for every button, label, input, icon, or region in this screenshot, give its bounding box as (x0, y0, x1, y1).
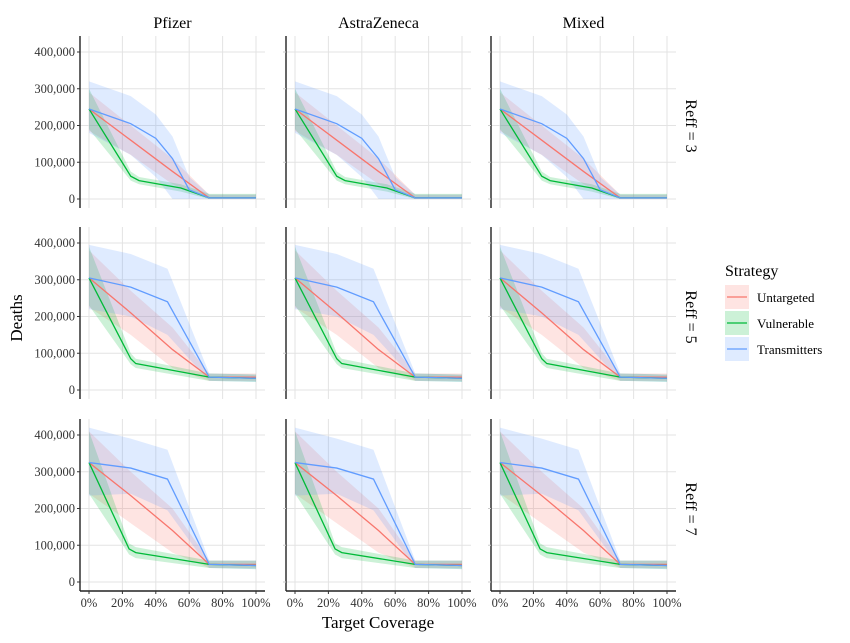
y-tick-label: 400,000 (34, 45, 75, 59)
y-tick-label: 100,000 (34, 155, 75, 169)
panel-background (286, 419, 471, 591)
y-tick-label: 200,000 (34, 502, 75, 516)
series-line-transmitters (88, 461, 257, 567)
confidence-band-transmitters (295, 427, 462, 570)
x-tick-label: 80% (622, 596, 645, 610)
confidence-band-transmitters (295, 244, 462, 382)
confidence-band-untargeted (295, 92, 462, 199)
x-tick-label: 20% (522, 596, 545, 610)
legend: Strategy Untargeted Vulnerable Transmitter… (725, 263, 822, 361)
x-tick-label: 20% (317, 596, 340, 610)
panel-pfizer-1: 0 100,000 200,000 300,000 400,000 (34, 36, 265, 208)
confidence-band-untargeted (295, 250, 462, 381)
confidence-band-transmitters (500, 81, 667, 199)
y-tick-label: 300,000 (34, 82, 75, 96)
panel-astrazeneca-3: 0% 20% 40% 60% 80% 100% (283, 419, 477, 610)
panel-mixed-2 (488, 227, 676, 399)
x-tick-label: 100% (241, 596, 270, 610)
y-tick-label: 0 (69, 383, 75, 397)
x-tick-label: 0% (81, 596, 98, 610)
confidence-band-untargeted (89, 431, 256, 569)
x-tick-label: 100% (652, 596, 681, 610)
confidence-band-transmitters (295, 81, 462, 199)
x-tick-label: 0% (492, 596, 509, 610)
confidence-band-untargeted (89, 250, 256, 381)
panel-pfizer-2: 0 100,000 200,000 300,000 400,000 (34, 227, 265, 399)
confidence-band-vulnerable (89, 88, 256, 199)
confidence-band-transmitters (89, 244, 256, 382)
x-tick-label: 60% (384, 596, 407, 610)
series-line-transmitters (499, 108, 667, 199)
legend-label: Vulnerable (757, 316, 814, 331)
y-tick-label: 300,000 (34, 273, 75, 287)
x-tick-label: 100% (447, 596, 476, 610)
y-tick-label: 300,000 (34, 465, 75, 479)
series-line-transmitters (88, 108, 256, 199)
series-line-transmitters (499, 277, 668, 379)
x-tick-label: 40% (555, 596, 578, 610)
y-axis-title: Deaths (7, 294, 26, 341)
confidence-band-untargeted (500, 92, 667, 199)
y-tick-label: 200,000 (34, 119, 75, 133)
series-line-transmitters (294, 277, 463, 379)
confidence-band-untargeted (89, 92, 256, 199)
x-tick-label: 60% (589, 596, 612, 610)
panel-pfizer-3: 0 100,000 200,000 300,000 400,000 0% 20% 40% 60%… (34, 419, 271, 610)
x-tick-label: 80% (417, 596, 440, 610)
confidence-band-untargeted (295, 431, 462, 569)
y-tick-label: 400,000 (34, 428, 75, 442)
row-strip-label: Reff = 5 (682, 290, 699, 343)
panel-astrazeneca-1 (283, 36, 471, 208)
y-tick-label: 200,000 (34, 310, 75, 324)
panel-background (80, 36, 265, 208)
panel-background (491, 36, 676, 208)
y-tick-label: 100,000 (34, 346, 75, 360)
x-tick-label: 40% (350, 596, 373, 610)
x-axis-title: Target Coverage (322, 613, 434, 632)
x-tick-label: 20% (111, 596, 134, 610)
y-tick-label: 400,000 (34, 236, 75, 250)
confidence-band-vulnerable (295, 88, 462, 199)
x-tick-label: 0% (287, 596, 304, 610)
column-strip-label: AstraZeneca (338, 15, 419, 32)
row-strip-label: Reff = 7 (682, 482, 699, 535)
panel-mixed-3: 0% 20% 40% 60% 80% 100% (488, 419, 682, 610)
x-tick-label: 60% (178, 596, 201, 610)
column-strip-label: Pfizer (153, 15, 192, 32)
y-tick-label: 100,000 (34, 538, 75, 552)
legend-label: Untargeted (757, 290, 815, 305)
row-strip-label: Reff = 3 (682, 99, 699, 152)
series-line-transmitters (294, 108, 462, 199)
confidence-band-transmitters (500, 244, 667, 382)
confidence-band-vulnerable (500, 88, 667, 199)
confidence-band-transmitters (89, 427, 256, 570)
series-line-transmitters (88, 277, 257, 379)
x-tick-label: 40% (144, 596, 167, 610)
confidence-band-transmitters (500, 427, 667, 570)
panel-background (80, 419, 265, 591)
series-line-transmitters (499, 461, 668, 567)
confidence-band-untargeted (500, 250, 667, 381)
legend-label: Transmitters (757, 342, 822, 357)
y-tick-label: 0 (69, 575, 75, 589)
series-line-transmitters (294, 461, 463, 567)
y-tick-label: 0 (69, 192, 75, 206)
confidence-band-untargeted (500, 431, 667, 569)
panel-background (491, 419, 676, 591)
column-strip-label: Mixed (563, 15, 605, 32)
confidence-band-transmitters (89, 81, 256, 199)
x-tick-label: 80% (211, 596, 234, 610)
panel-background (286, 36, 471, 208)
panel-astrazeneca-2 (283, 227, 471, 399)
panel-mixed-1 (488, 36, 676, 208)
legend-title: Strategy (725, 263, 778, 280)
